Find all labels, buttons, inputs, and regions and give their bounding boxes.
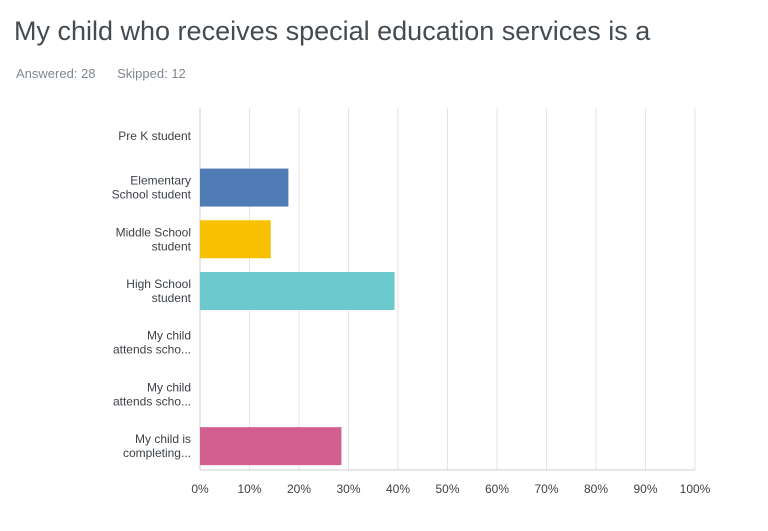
category-label: School student — [112, 188, 192, 202]
bar[interactable] — [200, 427, 342, 466]
x-tick-label: 80% — [584, 482, 608, 496]
category-label: student — [152, 291, 192, 305]
category-label: High School — [126, 277, 191, 291]
x-tick-label: 60% — [485, 482, 509, 496]
x-tick-label: 100% — [680, 482, 711, 496]
category-label: student — [152, 239, 192, 253]
x-tick-label: 0% — [191, 482, 209, 496]
x-tick-label: 40% — [386, 482, 410, 496]
bar[interactable] — [200, 220, 271, 259]
category-label: Elementary — [130, 174, 191, 188]
category-label: attends scho... — [113, 394, 191, 408]
category-label: My child — [147, 380, 191, 394]
category-label: Middle School — [116, 225, 191, 239]
answered-count: Answered: 28 — [16, 66, 96, 81]
category-label: attends scho... — [113, 343, 191, 357]
category-label: My child — [147, 329, 191, 343]
question-title: My child who receives special education … — [14, 16, 651, 46]
bar[interactable] — [200, 168, 289, 207]
response-stats: Answered: 28 Skipped: 12 — [16, 66, 186, 81]
x-tick-label: 90% — [633, 482, 657, 496]
x-tick-label: 70% — [534, 482, 558, 496]
category-label: My child is — [135, 432, 191, 446]
x-tick-label: 50% — [435, 482, 459, 496]
x-tick-label: 20% — [287, 482, 311, 496]
x-tick-label: 30% — [336, 482, 360, 496]
x-tick-label: 10% — [237, 482, 261, 496]
skipped-count: Skipped: 12 — [117, 66, 186, 81]
category-label: Pre K student — [118, 129, 191, 143]
category-label: completing... — [123, 446, 191, 460]
bar[interactable] — [200, 272, 395, 310]
